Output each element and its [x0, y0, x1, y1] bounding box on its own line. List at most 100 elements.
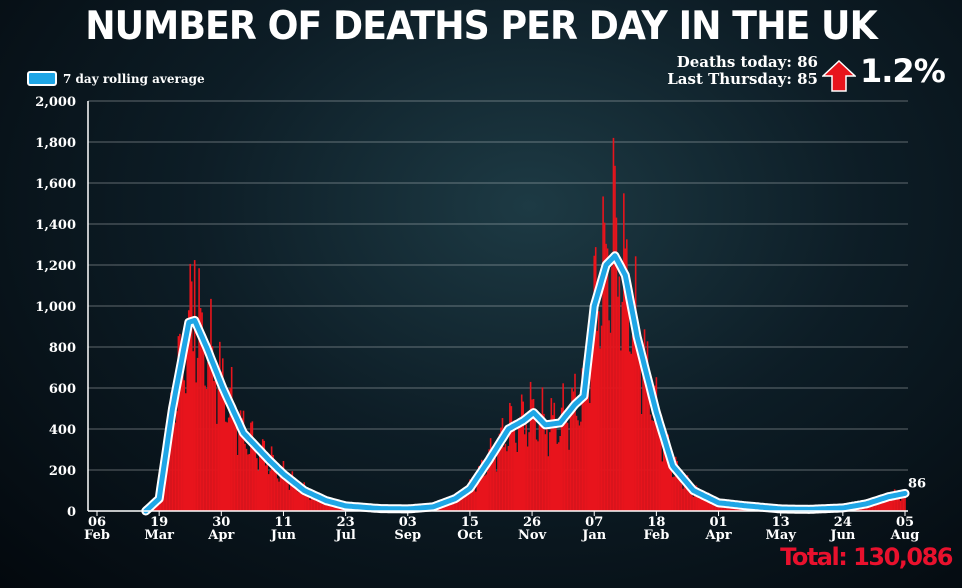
x-tick-month: Jun	[270, 528, 297, 543]
daily-bar	[472, 485, 474, 511]
daily-bar	[258, 449, 261, 511]
daily-bar	[614, 165, 616, 511]
daily-bar	[529, 381, 532, 511]
daily-bar	[701, 498, 704, 511]
y-tick-label: 600	[49, 382, 76, 397]
daily-bar	[275, 464, 277, 511]
daily-bar	[559, 436, 561, 511]
daily-bar	[232, 407, 234, 511]
x-tick-day: 03	[399, 515, 417, 530]
legend-swatch	[27, 71, 57, 86]
daily-bar	[554, 426, 557, 511]
daily-bar	[532, 398, 535, 511]
daily-bar	[463, 497, 465, 511]
daily-bar	[586, 363, 588, 511]
daily-bar	[269, 470, 271, 511]
daily-bar	[288, 489, 291, 511]
daily-bar	[597, 311, 600, 511]
daily-bar	[902, 490, 905, 511]
daily-bar	[723, 505, 726, 511]
daily-bar	[507, 446, 510, 511]
daily-bar	[887, 500, 890, 511]
daily-bar	[627, 288, 630, 511]
daily-bar	[704, 497, 707, 511]
daily-bar	[227, 417, 230, 511]
daily-bar	[628, 351, 631, 511]
daily-bar	[303, 482, 305, 511]
daily-bar	[483, 475, 486, 511]
daily-bar	[569, 411, 572, 511]
daily-bar	[683, 480, 686, 511]
daily-bar	[239, 410, 242, 511]
y-tick-label: 1,000	[35, 300, 76, 315]
x-tick-day: 23	[337, 515, 355, 530]
daily-bar	[691, 490, 693, 511]
y-tick-label: 0	[67, 505, 76, 520]
daily-bar	[580, 421, 582, 511]
daily-bar	[173, 414, 175, 511]
daily-bar	[216, 423, 218, 511]
daily-bar	[297, 492, 300, 511]
daily-bar	[587, 383, 590, 511]
daily-bar	[591, 300, 594, 511]
daily-bar	[679, 472, 681, 511]
daily-bar	[895, 494, 897, 511]
daily-bar	[208, 343, 211, 511]
daily-bar	[710, 500, 712, 511]
daily-bar	[486, 470, 489, 511]
daily-bar	[722, 505, 724, 511]
x-tick-day: 30	[212, 515, 230, 530]
x-tick-month: Apr	[705, 528, 732, 543]
daily-bar	[714, 502, 717, 511]
daily-bar	[617, 296, 619, 511]
daily-bar	[261, 439, 264, 511]
daily-bar	[664, 431, 667, 511]
x-tick-day: 07	[585, 515, 603, 530]
y-tick-label: 800	[49, 341, 76, 356]
daily-bar	[501, 418, 504, 511]
x-tick-month: Sep	[394, 528, 421, 543]
daily-bar	[506, 451, 508, 511]
daily-bar	[295, 484, 298, 511]
daily-bar	[170, 392, 172, 511]
daily-bar	[537, 441, 539, 511]
daily-bar	[522, 401, 524, 511]
daily-bar	[498, 433, 501, 511]
y-tick-label: 1,600	[35, 177, 76, 192]
daily-bar	[593, 255, 596, 511]
daily-bar	[217, 388, 220, 511]
daily-bar	[630, 353, 633, 511]
daily-bar	[241, 418, 243, 511]
daily-bar	[523, 434, 526, 511]
daily-bar	[264, 465, 267, 511]
x-tick-day: 18	[647, 515, 665, 530]
daily-bar	[600, 325, 603, 511]
y-tick-label: 1,800	[35, 136, 76, 151]
daily-bar	[528, 432, 530, 511]
rolling-average-line	[143, 253, 908, 514]
daily-bar	[489, 438, 492, 511]
daily-bar	[195, 382, 197, 511]
daily-bar	[655, 377, 658, 511]
daily-bar	[694, 494, 696, 511]
daily-bar	[517, 423, 520, 511]
y-tick-label: 400	[49, 423, 76, 438]
daily-bar	[901, 494, 903, 511]
daily-bar	[309, 500, 311, 511]
daily-bar	[889, 499, 892, 511]
daily-bar	[464, 496, 467, 511]
daily-bar	[198, 268, 200, 511]
daily-bar	[219, 341, 221, 511]
daily-bar	[272, 454, 274, 511]
daily-bar	[281, 470, 283, 511]
daily-bar	[196, 357, 199, 511]
daily-bar	[599, 348, 601, 511]
daily-bar	[221, 358, 224, 511]
daily-bar	[867, 505, 869, 511]
daily-bar	[556, 443, 559, 511]
daily-bar	[547, 456, 550, 511]
daily-bar	[689, 490, 692, 511]
daily-bar	[470, 484, 473, 511]
legend-label: 7 day rolling average	[63, 71, 205, 86]
